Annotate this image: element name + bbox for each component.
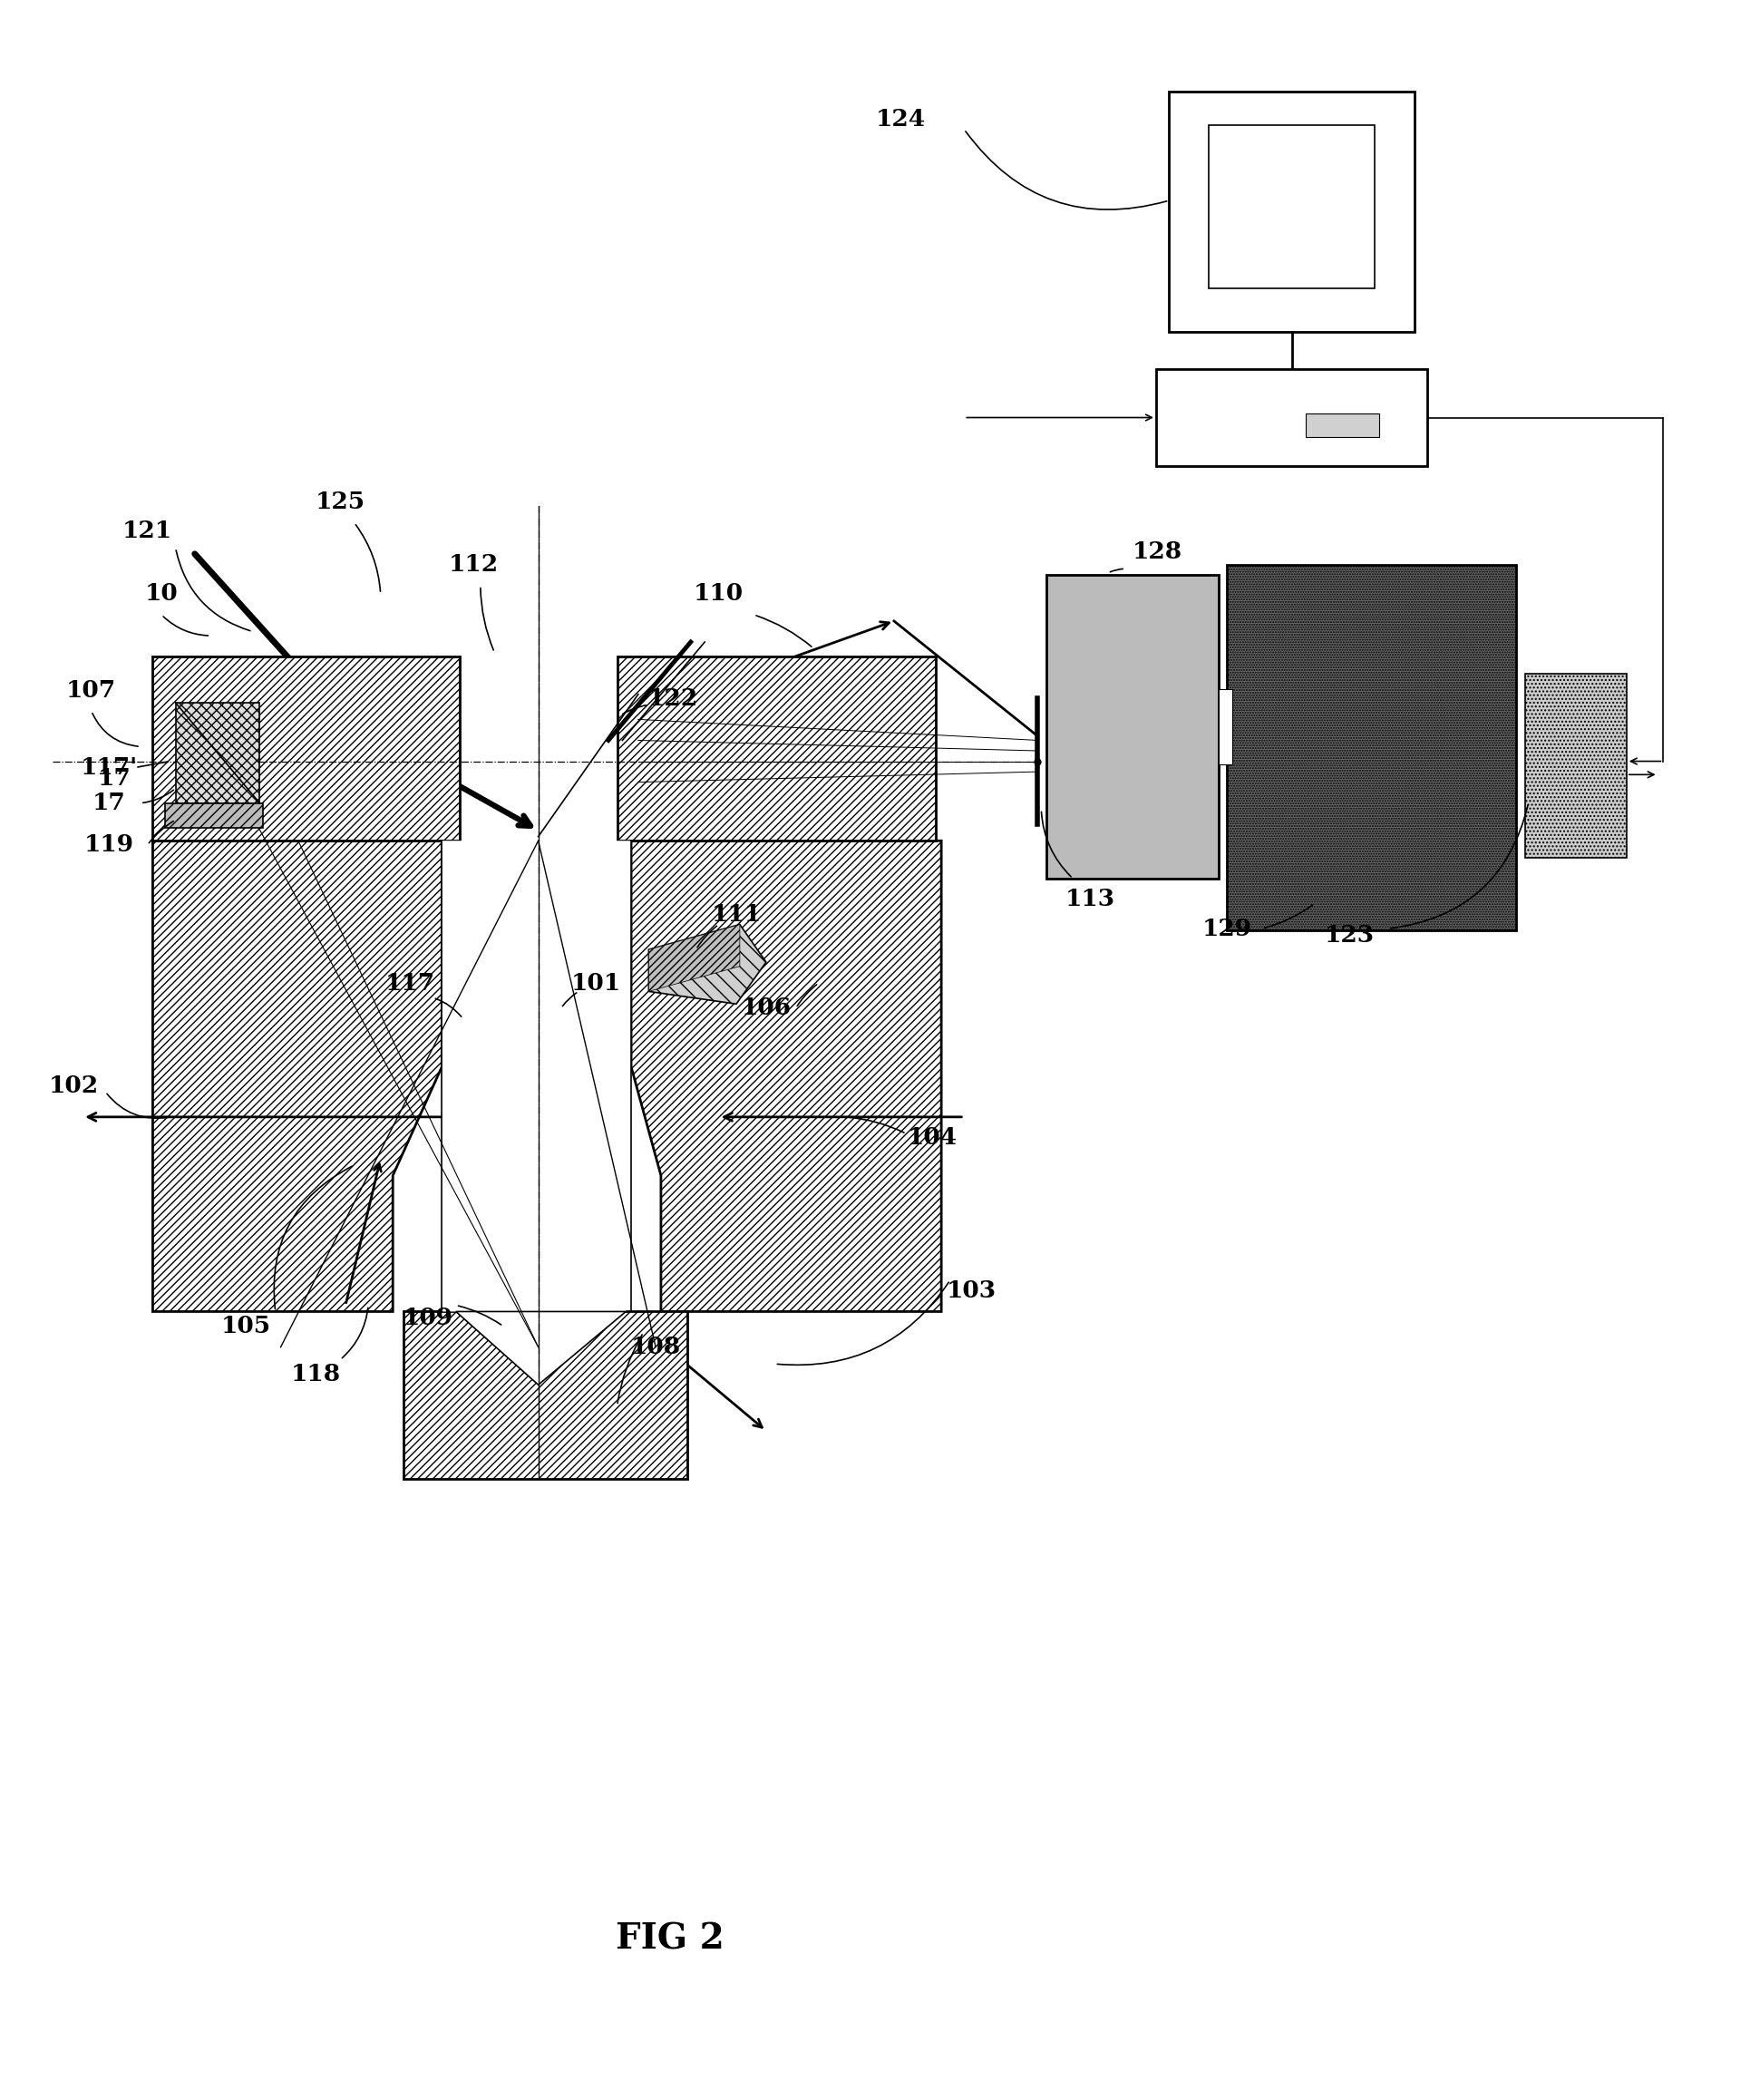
Bar bbox=[1227, 565, 1515, 930]
Text: 17: 17 bbox=[97, 766, 130, 790]
Bar bbox=[1047, 575, 1218, 878]
Bar bbox=[153, 657, 459, 840]
Text: 117': 117' bbox=[81, 756, 137, 779]
Text: 129: 129 bbox=[1202, 918, 1251, 941]
Polygon shape bbox=[649, 924, 766, 1004]
Polygon shape bbox=[165, 802, 264, 827]
Text: 103: 103 bbox=[947, 1279, 996, 1302]
Text: 122: 122 bbox=[648, 687, 699, 710]
Text: 124: 124 bbox=[876, 107, 926, 130]
Bar bbox=[1169, 90, 1415, 332]
Text: 10: 10 bbox=[144, 582, 178, 605]
Polygon shape bbox=[649, 924, 739, 991]
Bar bbox=[618, 657, 936, 840]
Text: 109: 109 bbox=[403, 1306, 452, 1329]
Bar bbox=[403, 1312, 686, 1478]
Text: 107: 107 bbox=[67, 678, 116, 701]
Polygon shape bbox=[618, 840, 942, 1312]
Text: 105: 105 bbox=[220, 1315, 271, 1338]
Text: 121: 121 bbox=[123, 519, 172, 542]
Text: 101: 101 bbox=[570, 972, 621, 995]
Text: 104: 104 bbox=[908, 1126, 957, 1149]
Text: 119: 119 bbox=[84, 834, 134, 857]
Polygon shape bbox=[442, 840, 632, 1312]
Text: 117: 117 bbox=[385, 972, 435, 995]
Bar bbox=[1218, 689, 1232, 764]
Polygon shape bbox=[456, 1312, 627, 1384]
Bar bbox=[176, 704, 260, 802]
Text: 106: 106 bbox=[741, 997, 790, 1018]
Text: 112: 112 bbox=[449, 552, 498, 575]
Bar bbox=[1209, 126, 1375, 290]
Text: 125: 125 bbox=[315, 491, 366, 512]
Text: 110: 110 bbox=[693, 582, 744, 605]
Text: 17: 17 bbox=[92, 792, 125, 815]
Text: 102: 102 bbox=[49, 1075, 99, 1096]
Bar bbox=[1524, 674, 1626, 857]
Text: 108: 108 bbox=[630, 1336, 681, 1359]
Text: 128: 128 bbox=[1132, 540, 1183, 563]
Text: 123: 123 bbox=[1325, 924, 1375, 947]
Text: 111: 111 bbox=[711, 903, 762, 926]
Polygon shape bbox=[153, 840, 442, 1312]
Text: 113: 113 bbox=[1065, 888, 1116, 911]
Bar bbox=[1306, 414, 1380, 437]
Text: 118: 118 bbox=[290, 1363, 341, 1386]
Bar bbox=[1156, 370, 1427, 466]
Text: FIG 2: FIG 2 bbox=[616, 1922, 723, 1957]
